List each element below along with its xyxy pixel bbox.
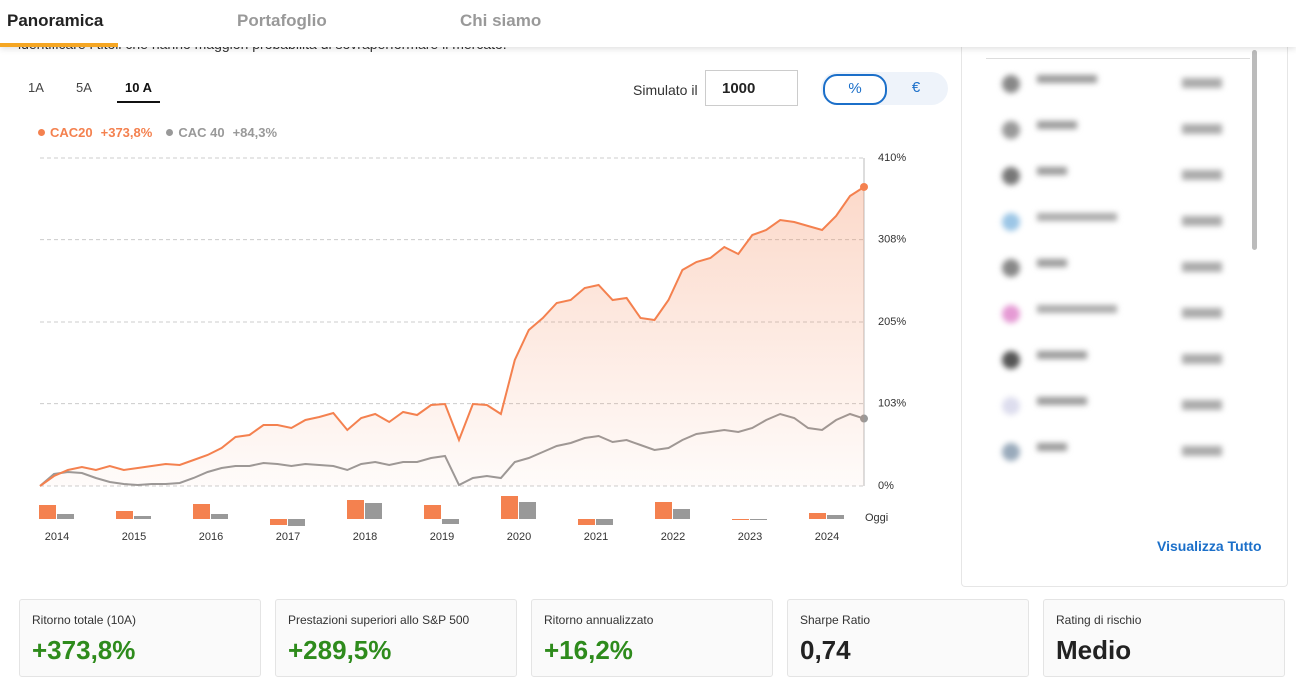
legend-dot	[166, 129, 174, 136]
legend-item: CAC 40 +84,3%	[166, 125, 277, 140]
stat-card: Ritorno annualizzato +16,2%	[531, 599, 773, 677]
blurred-row	[992, 70, 1232, 100]
chart: 0% 103% 205% 308% 410% 2014 2015 2016 2017 2018 20…	[39, 152, 906, 543]
legend: CAC20 +373,8% CAC 40 +84,3%	[38, 125, 291, 140]
bar	[809, 513, 826, 519]
bar	[501, 496, 518, 519]
y-tick-label: 410%	[878, 152, 906, 164]
x-tick-label: 2023	[738, 531, 762, 543]
line	[39, 186, 865, 487]
blurred-row	[992, 438, 1232, 468]
unit-toggle: % €	[821, 72, 948, 105]
blurred-row	[992, 300, 1232, 330]
blurred-row	[992, 346, 1232, 376]
x-tick-label: 2024	[815, 531, 839, 543]
x-tick-label: 2015	[122, 531, 146, 543]
stat-value: 0,74	[800, 635, 851, 665]
blurred-row	[992, 254, 1232, 284]
bar	[732, 519, 749, 520]
legend-dot	[38, 129, 45, 136]
y-tick-label: 205%	[878, 316, 906, 328]
x-tick-label: 2018	[353, 531, 377, 543]
bar	[270, 519, 287, 525]
stat-value: Medio	[1056, 635, 1132, 665]
area	[40, 187, 864, 486]
bar	[424, 505, 441, 519]
stat-label: Sharpe Ratio	[800, 613, 871, 627]
scrollbar	[1252, 50, 1257, 250]
bar	[57, 514, 74, 519]
bar	[288, 519, 305, 526]
stat-value: +373,8%	[32, 635, 136, 665]
x-tick-label: 2019	[430, 531, 454, 543]
stat-label: Rating di rischio	[1056, 613, 1142, 627]
end-point	[860, 182, 868, 191]
tab[interactable]: Portafoglio	[237, 11, 327, 30]
x-tick-label: 2020	[507, 531, 531, 543]
tab[interactable]: Panoramica	[7, 11, 104, 30]
bar	[365, 503, 382, 519]
stat-card: Prestazioni superiori allo S&P 500 +289,…	[275, 599, 517, 677]
bar	[211, 514, 228, 519]
y-tick-label: 103%	[878, 398, 906, 410]
bar	[347, 500, 364, 519]
bar	[827, 515, 844, 519]
x-tick-label: 2014	[45, 531, 69, 543]
bar	[750, 519, 767, 520]
bar	[578, 519, 595, 525]
side-panel	[961, 40, 1288, 587]
legend-name: CAC20	[50, 125, 93, 140]
legend-name: CAC 40	[178, 125, 225, 140]
x-tick-label: 2022	[661, 531, 685, 543]
bar	[673, 509, 690, 519]
legend-item: CAC20 +373,8%	[38, 125, 152, 140]
bar	[134, 516, 151, 519]
bar	[116, 511, 133, 519]
divider	[986, 58, 1250, 59]
x-tick-label: 2021	[584, 531, 608, 543]
stat-label: Ritorno totale (10A)	[32, 613, 137, 627]
simulate-input[interactable]: 1000	[705, 70, 798, 106]
bar	[655, 502, 672, 519]
period-button[interactable]: 10 A	[117, 80, 160, 103]
tab-bar: Panoramica Portafoglio Chi siamo	[0, 0, 1296, 47]
toggle-option[interactable]: €	[911, 79, 921, 96]
simulate-label: Simulato il	[633, 82, 698, 98]
stat-value: +16,2%	[544, 635, 633, 665]
bar	[596, 519, 613, 525]
stat-value: +289,5%	[288, 635, 392, 665]
blurred-row	[992, 392, 1232, 422]
period-button[interactable]: 1A	[28, 80, 44, 95]
stat-card: Sharpe Ratio 0,74	[787, 599, 1029, 677]
stat-card: Rating di rischio Medio	[1043, 599, 1285, 677]
bar	[519, 502, 536, 519]
blurred-row	[992, 208, 1232, 238]
tab-indicator	[0, 43, 118, 47]
stat-label: Prestazioni superiori allo S&P 500	[288, 613, 470, 627]
x-tick-label: 2016	[199, 531, 223, 543]
tab[interactable]: Chi siamo	[460, 11, 542, 30]
blurred-row	[992, 162, 1232, 192]
period-button[interactable]: 5A	[76, 80, 92, 95]
view-all-link[interactable]: Visualizza Tutto	[1157, 538, 1262, 554]
today-label: Oggi	[865, 512, 888, 524]
bar	[442, 519, 459, 524]
stat-label: Ritorno annualizzato	[544, 613, 654, 627]
blurred-row	[992, 116, 1232, 146]
x-tick-label: 2017	[276, 531, 300, 543]
bar	[193, 504, 210, 519]
legend-return: +84,3%	[232, 125, 278, 140]
bar	[39, 505, 56, 519]
y-tick-label: 0%	[878, 480, 894, 492]
legend-return: +373,8%	[100, 125, 153, 140]
toggle-option[interactable]: %	[823, 74, 887, 105]
stat-card: Ritorno totale (10A) +373,8%	[19, 599, 261, 677]
y-tick-label: 308%	[878, 234, 906, 246]
